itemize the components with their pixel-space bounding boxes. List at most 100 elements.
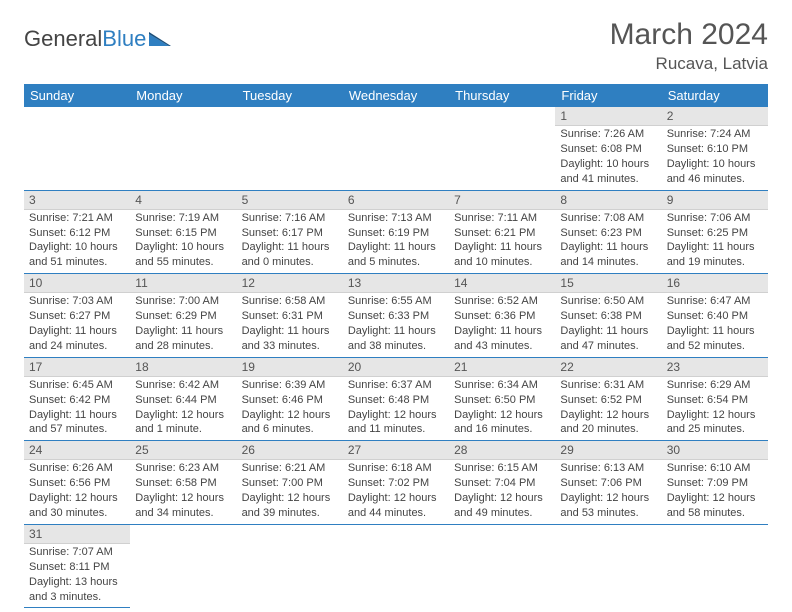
sunset: Sunset: 7:09 PM — [667, 476, 763, 491]
sunrise: Sunrise: 6:47 AM — [667, 294, 763, 309]
day-number: 11 — [130, 274, 236, 293]
day-number: 19 — [237, 358, 343, 377]
sunset: Sunset: 6:21 PM — [454, 226, 550, 241]
sunset: Sunset: 6:23 PM — [560, 226, 656, 241]
daylight-2: and 3 minutes. — [29, 590, 125, 605]
day-cell: 4Sunrise: 7:19 AMSunset: 6:15 PMDaylight… — [130, 190, 236, 274]
day-number: 24 — [24, 441, 130, 460]
daylight-2: and 19 minutes. — [667, 255, 763, 270]
weekday-header: Friday — [555, 84, 661, 107]
daylight-1: Daylight: 12 hours — [667, 491, 763, 506]
daylight-1: Daylight: 11 hours — [242, 240, 338, 255]
day-number: 2 — [662, 107, 768, 126]
day-number: 18 — [130, 358, 236, 377]
sunrise: Sunrise: 7:26 AM — [560, 127, 656, 142]
sunrise: Sunrise: 6:21 AM — [242, 461, 338, 476]
daylight-2: and 33 minutes. — [242, 339, 338, 354]
daylight-1: Daylight: 11 hours — [135, 324, 231, 339]
sunset: Sunset: 7:06 PM — [560, 476, 656, 491]
daylight-2: and 57 minutes. — [29, 422, 125, 437]
sunset: Sunset: 6:27 PM — [29, 309, 125, 324]
day-body: Sunrise: 7:19 AMSunset: 6:15 PMDaylight:… — [130, 210, 236, 273]
daylight-2: and 52 minutes. — [667, 339, 763, 354]
daylight-1: Daylight: 10 hours — [29, 240, 125, 255]
daylight-2: and 20 minutes. — [560, 422, 656, 437]
day-body: Sunrise: 6:26 AMSunset: 6:56 PMDaylight:… — [24, 460, 130, 523]
day-body: Sunrise: 6:45 AMSunset: 6:42 PMDaylight:… — [24, 377, 130, 440]
day-number: 28 — [449, 441, 555, 460]
day-cell: 2Sunrise: 7:24 AMSunset: 6:10 PMDaylight… — [662, 107, 768, 190]
sunrise: Sunrise: 6:34 AM — [454, 378, 550, 393]
daylight-2: and 55 minutes. — [135, 255, 231, 270]
title-block: March 2024 Rucava, Latvia — [610, 18, 768, 74]
day-number: 22 — [555, 358, 661, 377]
sunset: Sunset: 6:40 PM — [667, 309, 763, 324]
day-number: 17 — [24, 358, 130, 377]
logo-flag-icon — [149, 32, 171, 48]
daylight-1: Daylight: 12 hours — [667, 408, 763, 423]
day-cell: 15Sunrise: 6:50 AMSunset: 6:38 PMDayligh… — [555, 274, 661, 358]
daylight-1: Daylight: 10 hours — [135, 240, 231, 255]
daylight-2: and 14 minutes. — [560, 255, 656, 270]
sunrise: Sunrise: 7:19 AM — [135, 211, 231, 226]
daylight-1: Daylight: 12 hours — [348, 408, 444, 423]
daylight-1: Daylight: 11 hours — [560, 240, 656, 255]
day-body: Sunrise: 6:39 AMSunset: 6:46 PMDaylight:… — [237, 377, 343, 440]
daylight-1: Daylight: 12 hours — [242, 491, 338, 506]
sunrise: Sunrise: 6:45 AM — [29, 378, 125, 393]
day-cell: 10Sunrise: 7:03 AMSunset: 6:27 PMDayligh… — [24, 274, 130, 358]
daylight-2: and 25 minutes. — [667, 422, 763, 437]
day-cell: 30Sunrise: 6:10 AMSunset: 7:09 PMDayligh… — [662, 441, 768, 525]
weekday-header: Sunday — [24, 84, 130, 107]
daylight-2: and 0 minutes. — [242, 255, 338, 270]
day-body: Sunrise: 7:11 AMSunset: 6:21 PMDaylight:… — [449, 210, 555, 273]
daylight-1: Daylight: 11 hours — [348, 324, 444, 339]
sunrise: Sunrise: 6:23 AM — [135, 461, 231, 476]
sunrise: Sunrise: 7:00 AM — [135, 294, 231, 309]
day-cell: 11Sunrise: 7:00 AMSunset: 6:29 PMDayligh… — [130, 274, 236, 358]
sunset: Sunset: 6:50 PM — [454, 393, 550, 408]
calendar-table: SundayMondayTuesdayWednesdayThursdayFrid… — [24, 84, 768, 608]
calendar-body: 1Sunrise: 7:26 AMSunset: 6:08 PMDaylight… — [24, 107, 768, 608]
daylight-2: and 1 minute. — [135, 422, 231, 437]
daylight-1: Daylight: 13 hours — [29, 575, 125, 590]
header: GeneralBlue March 2024 Rucava, Latvia — [24, 18, 768, 74]
sunrise: Sunrise: 7:11 AM — [454, 211, 550, 226]
empty-cell — [130, 107, 236, 190]
sunset: Sunset: 6:12 PM — [29, 226, 125, 241]
empty-cell — [449, 107, 555, 190]
day-body: Sunrise: 7:00 AMSunset: 6:29 PMDaylight:… — [130, 293, 236, 356]
sunrise: Sunrise: 7:03 AM — [29, 294, 125, 309]
daylight-2: and 6 minutes. — [242, 422, 338, 437]
day-cell: 3Sunrise: 7:21 AMSunset: 6:12 PMDaylight… — [24, 190, 130, 274]
day-cell: 29Sunrise: 6:13 AMSunset: 7:06 PMDayligh… — [555, 441, 661, 525]
day-number: 3 — [24, 191, 130, 210]
day-body: Sunrise: 7:07 AMSunset: 8:11 PMDaylight:… — [24, 544, 130, 607]
weekday-header: Saturday — [662, 84, 768, 107]
daylight-2: and 49 minutes. — [454, 506, 550, 521]
sunrise: Sunrise: 7:07 AM — [29, 545, 125, 560]
daylight-2: and 30 minutes. — [29, 506, 125, 521]
day-body: Sunrise: 6:50 AMSunset: 6:38 PMDaylight:… — [555, 293, 661, 356]
sunset: Sunset: 8:11 PM — [29, 560, 125, 575]
day-cell: 20Sunrise: 6:37 AMSunset: 6:48 PMDayligh… — [343, 357, 449, 441]
location: Rucava, Latvia — [610, 54, 768, 74]
day-cell: 12Sunrise: 6:58 AMSunset: 6:31 PMDayligh… — [237, 274, 343, 358]
empty-cell — [449, 524, 555, 608]
calendar-row: 3Sunrise: 7:21 AMSunset: 6:12 PMDaylight… — [24, 190, 768, 274]
day-body: Sunrise: 6:29 AMSunset: 6:54 PMDaylight:… — [662, 377, 768, 440]
calendar-row: 1Sunrise: 7:26 AMSunset: 6:08 PMDaylight… — [24, 107, 768, 190]
day-body: Sunrise: 7:16 AMSunset: 6:17 PMDaylight:… — [237, 210, 343, 273]
daylight-1: Daylight: 12 hours — [348, 491, 444, 506]
sunrise: Sunrise: 6:15 AM — [454, 461, 550, 476]
daylight-2: and 44 minutes. — [348, 506, 444, 521]
weekday-header-row: SundayMondayTuesdayWednesdayThursdayFrid… — [24, 84, 768, 107]
day-cell: 21Sunrise: 6:34 AMSunset: 6:50 PMDayligh… — [449, 357, 555, 441]
day-cell: 17Sunrise: 6:45 AMSunset: 6:42 PMDayligh… — [24, 357, 130, 441]
logo: GeneralBlue — [24, 26, 171, 52]
sunset: Sunset: 7:02 PM — [348, 476, 444, 491]
day-cell: 28Sunrise: 6:15 AMSunset: 7:04 PMDayligh… — [449, 441, 555, 525]
day-body: Sunrise: 6:13 AMSunset: 7:06 PMDaylight:… — [555, 460, 661, 523]
day-cell: 24Sunrise: 6:26 AMSunset: 6:56 PMDayligh… — [24, 441, 130, 525]
daylight-2: and 11 minutes. — [348, 422, 444, 437]
